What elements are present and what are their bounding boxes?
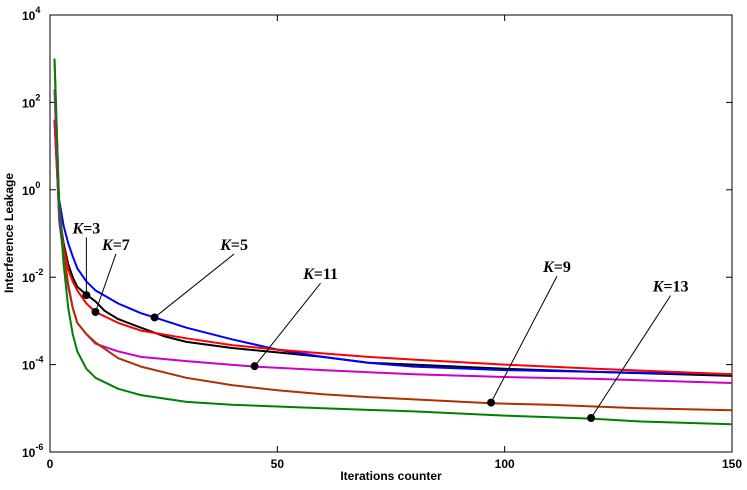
x-tick-label: 150 xyxy=(722,457,742,471)
annotation-label-k-13: K=13 xyxy=(652,279,689,296)
x-tick-label: 0 xyxy=(47,457,54,471)
annotation-label-k-11: K=11 xyxy=(302,266,338,283)
y-tick-label: 104 xyxy=(22,5,40,23)
annotation-label-k-3: K=3 xyxy=(71,221,100,238)
y-tick-label: 10-6 xyxy=(22,442,43,460)
x-tick-label: 50 xyxy=(271,457,285,471)
annotation-leader-k-7 xyxy=(94,253,117,313)
series-line-k-5 xyxy=(53,119,733,376)
annotation-label-k-7: K=7 xyxy=(101,237,130,254)
annotation-marker-k-11 xyxy=(250,362,259,371)
plot-frame xyxy=(49,14,733,453)
annotation-marker-k-9 xyxy=(487,398,496,407)
y-axis-label: Interference Leakage xyxy=(2,173,16,293)
series-line-k-3 xyxy=(53,119,733,377)
series-line-k-9 xyxy=(53,58,733,412)
series-line-k-13 xyxy=(53,58,733,426)
annotation-label-k-5: K=5 xyxy=(219,237,248,254)
tick-layer: 0 50 100 150 10-6 10-4 10-2 100 102 104 xyxy=(22,5,742,471)
annotation-marker-k-13 xyxy=(587,413,596,422)
series-line-k-7 xyxy=(53,119,733,376)
annotation-leader-k-11 xyxy=(254,282,321,367)
y-tick-label: 100 xyxy=(22,180,40,198)
y-tick-label: 102 xyxy=(22,92,40,110)
annotation-leader-k-9 xyxy=(490,275,558,403)
x-axis-label: Iterations counter xyxy=(340,469,442,483)
annotation-label-k-9: K=9 xyxy=(542,259,571,276)
y-tick-label: 10-2 xyxy=(22,267,43,285)
annotation-leader-k-5 xyxy=(154,253,235,318)
annotation-marker-k-3 xyxy=(82,291,91,300)
annotation-layer: K=3K=7 K=5 K=11 K=9 K=13 xyxy=(71,221,689,422)
annotation-marker-k-5 xyxy=(150,313,159,322)
x-tick-label: 100 xyxy=(495,457,515,471)
y-tick-label: 10-4 xyxy=(22,355,43,373)
annotation-marker-k-7 xyxy=(91,307,100,316)
annotation-leader-k-13 xyxy=(590,295,672,419)
series-layer xyxy=(53,58,733,426)
